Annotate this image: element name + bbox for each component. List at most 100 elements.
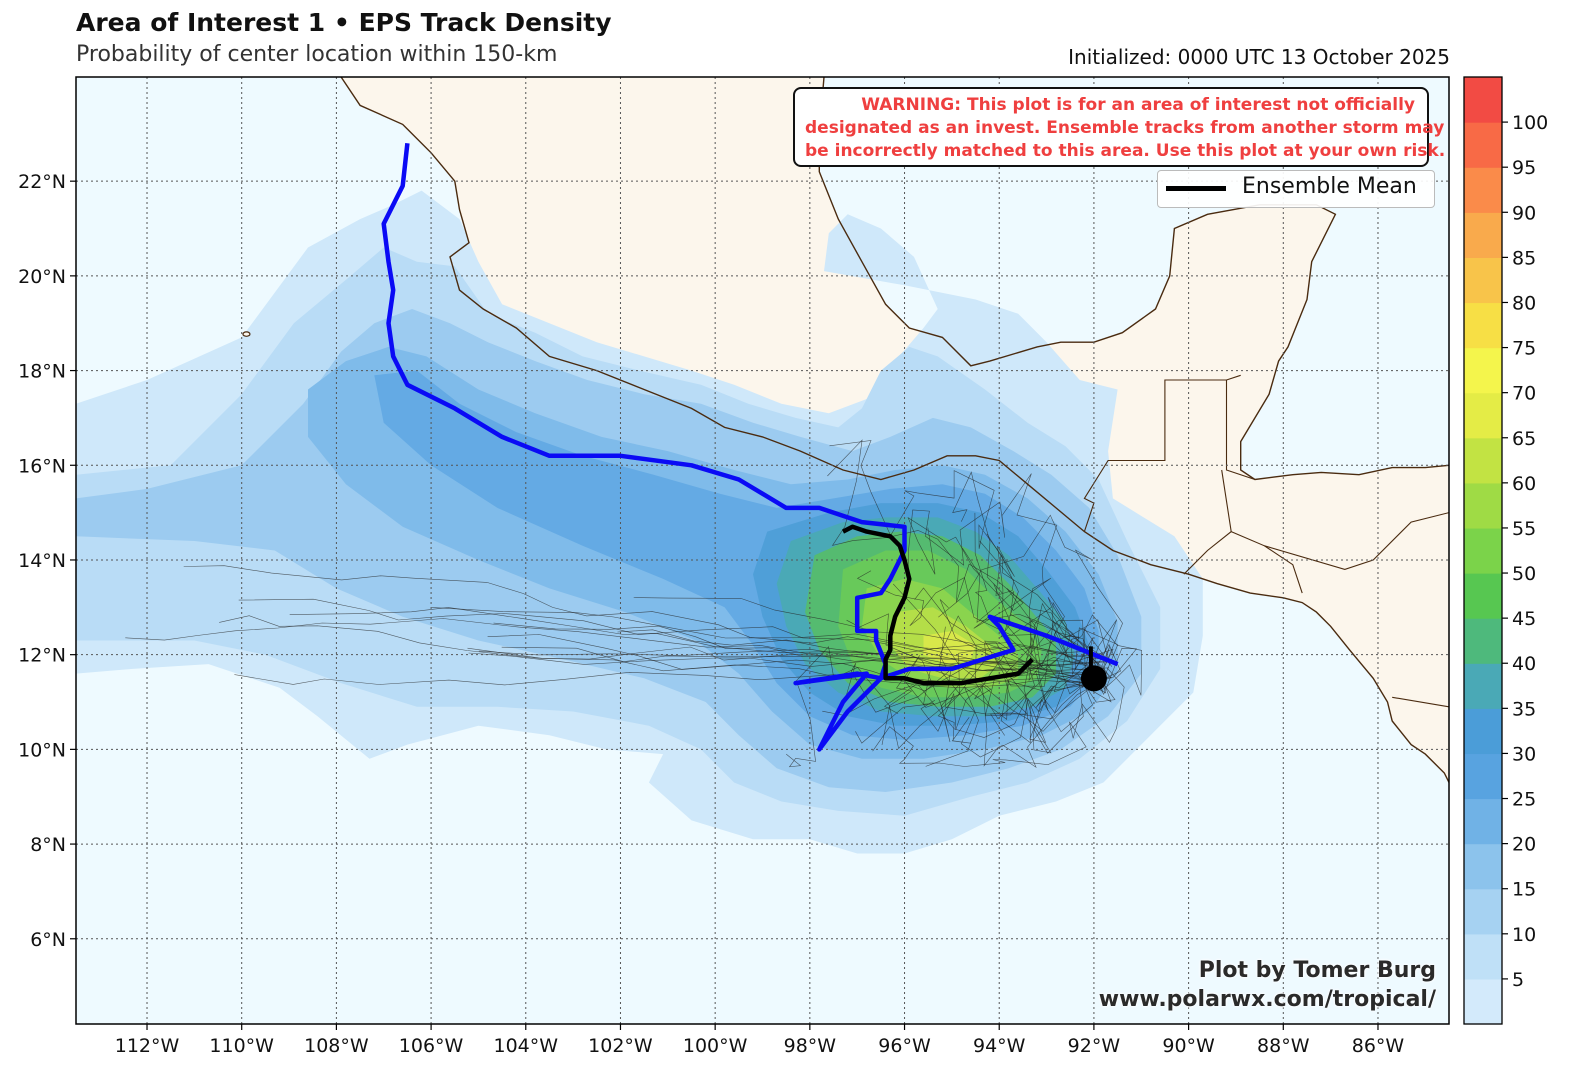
colorbar-tick-label: 85: [1512, 247, 1536, 269]
lat-tick-label: 10°N: [18, 739, 66, 761]
member-track: [846, 613, 1093, 743]
colorbar-tick-label: 50: [1512, 563, 1536, 585]
colorbar-segment: [1464, 122, 1502, 168]
warning-line-2: designated as an invest. Ensemble tracks…: [805, 118, 1445, 138]
colorbar-segment: [1464, 843, 1502, 890]
country-border: [1083, 374, 1241, 532]
lat-tick-label: 20°N: [18, 266, 66, 288]
colorbar-tick-label: 45: [1512, 608, 1536, 630]
colorbar-segment: [1464, 978, 1502, 1025]
credit-author: Plot by Tomer Burg: [1198, 958, 1436, 983]
highlight-member-track: [381, 143, 1119, 752]
lat-tick-label: 14°N: [18, 550, 66, 572]
member-track: [234, 671, 1089, 686]
member-track: [907, 473, 1089, 668]
member-track: [962, 548, 1094, 676]
lon-tick-label: 102°W: [588, 1035, 653, 1057]
lon-tick-label: 106°W: [399, 1035, 464, 1057]
chart-subtitle: Probability of center location within 15…: [76, 42, 558, 67]
colorbar-segment: [1464, 753, 1502, 800]
colorbar-tick-label: 10: [1512, 924, 1536, 946]
country-border: [1264, 512, 1449, 570]
colorbar-segment: [1464, 392, 1502, 439]
storm-position-marker: [1080, 646, 1107, 692]
member-track: [617, 629, 1089, 672]
colorbar-segment: [1464, 257, 1502, 304]
density-band-60: [923, 631, 976, 665]
lon-tick-label: 110°W: [209, 1035, 274, 1057]
coastline: [242, 77, 1449, 783]
legend-label: Ensemble Mean: [1242, 174, 1417, 199]
lon-tick-label: 90°W: [1162, 1035, 1215, 1057]
storm-center: [1080, 665, 1107, 692]
lat-tick-label: 12°N: [18, 645, 66, 667]
colorbar-tick-label: 60: [1512, 473, 1536, 495]
member-track: [881, 655, 1109, 745]
country-border: [1225, 380, 1256, 481]
lon-tick-label: 104°W: [493, 1035, 558, 1057]
colorbar-segment: [1464, 482, 1502, 529]
colorbar-tick-label: 30: [1512, 743, 1536, 765]
member-track: [892, 583, 1118, 700]
legend-line-swatch: [1166, 186, 1226, 191]
colorbar-tick-label: 55: [1512, 518, 1536, 540]
coastline-mexico: [340, 77, 1449, 783]
legend: Ensemble Mean: [1157, 170, 1435, 208]
member-track: [487, 634, 1107, 689]
plot-frame: [75, 76, 1450, 1025]
colorbar-segment: [1464, 302, 1502, 349]
colorbar-segment: [1464, 437, 1502, 484]
colorbar-segment: [1464, 527, 1502, 574]
colorbar-tick-label: 70: [1512, 383, 1536, 405]
colorbar-tick-label: 40: [1512, 653, 1536, 675]
axis-tick-labels: 112°W 110°W 108°W 106°W 104°W 102°W 100°W 98°W 9…: [18, 171, 1404, 1057]
warning-line-1: WARNING: This plot is for an area of int…: [861, 95, 1415, 115]
colorbar-segment: [1464, 618, 1502, 664]
member-track: [431, 607, 1090, 664]
country-border: [1183, 469, 1232, 575]
initialized-time: Initialized: 0000 UTC 13 October 2025: [1068, 45, 1450, 69]
member-track: [183, 565, 1089, 685]
country-border: [1392, 696, 1449, 708]
member-track: [501, 646, 1092, 676]
lon-tick-label: 94°W: [973, 1035, 1026, 1057]
colorbar-tick-label: 15: [1512, 879, 1536, 901]
colorbar-segment: [1464, 798, 1502, 845]
member-track: [986, 533, 1111, 687]
colorbar: 5 10 15 20 25 30 35 40 45 50 55 60 65 70 75 80 85 90 95 100: [1463, 76, 1548, 1025]
member-track: [938, 514, 1123, 665]
lon-tick-label: 86°W: [1352, 1035, 1405, 1057]
member-track: [920, 667, 1104, 769]
warning-box: WARNING: This plot is for an area of int…: [793, 87, 1446, 167]
member-track: [827, 439, 1104, 668]
gridlines: [76, 77, 1449, 1024]
coastline-central-america: [818, 77, 1449, 481]
colorbar-tick-label: 5: [1512, 969, 1524, 991]
member-track: [979, 540, 1093, 754]
island: [242, 331, 251, 337]
member-track: [829, 440, 1108, 661]
member-track: [468, 652, 1109, 671]
colorbar-segment: [1464, 347, 1502, 394]
lat-tick-label: 6°N: [30, 929, 66, 951]
member-track: [925, 647, 1138, 767]
lat-tick-label: 16°N: [18, 455, 66, 477]
colorbar-tick-label: 20: [1512, 834, 1536, 856]
warning-line-3: be incorrectly matched to this area. Use…: [805, 141, 1446, 161]
chart-title: Area of Interest 1 • EPS Track Density: [76, 8, 612, 37]
colorbar-tick-label: 65: [1512, 428, 1536, 450]
colorbar-tick-label: 90: [1512, 202, 1536, 224]
colorbar-segment: [1464, 212, 1502, 258]
member-track: [238, 598, 1106, 660]
colorbar-tick-label: 95: [1512, 157, 1536, 179]
lon-tick-label: 100°W: [683, 1035, 748, 1057]
lat-tick-label: 18°N: [18, 361, 66, 383]
colorbar-segment: [1464, 708, 1502, 755]
colorbar-segment: [1464, 77, 1502, 123]
ensemble-mean-track: [841, 524, 1034, 686]
colorbar-segment: [1464, 888, 1502, 935]
credit-url: www.polarwx.com/tropical/: [1098, 987, 1436, 1012]
lon-tick-label: 108°W: [304, 1035, 369, 1057]
colorbar-segment: [1464, 933, 1502, 980]
lon-tick-label: 96°W: [878, 1035, 931, 1057]
